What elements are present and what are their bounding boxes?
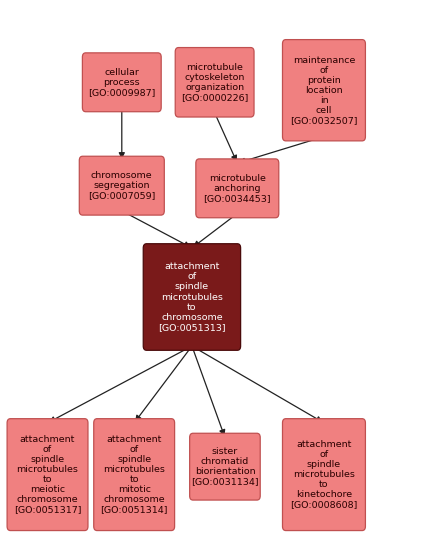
- FancyBboxPatch shape: [282, 39, 365, 141]
- Text: microtubule
anchoring
[GO:0034453]: microtubule anchoring [GO:0034453]: [203, 174, 271, 203]
- Text: microtubule
cytoskeleton
organization
[GO:0000226]: microtubule cytoskeleton organization [G…: [181, 63, 248, 102]
- FancyBboxPatch shape: [83, 53, 161, 111]
- FancyBboxPatch shape: [7, 419, 88, 531]
- Text: sister
chromatid
biorientation
[GO:0031134]: sister chromatid biorientation [GO:00311…: [191, 447, 259, 486]
- FancyBboxPatch shape: [175, 48, 254, 117]
- FancyBboxPatch shape: [190, 433, 260, 500]
- FancyBboxPatch shape: [143, 244, 241, 350]
- Text: attachment
of
spindle
microtubules
to
meiotic
chromosome
[GO:0051317]: attachment of spindle microtubules to me…: [14, 435, 81, 514]
- FancyBboxPatch shape: [282, 419, 365, 531]
- Text: cellular
process
[GO:0009987]: cellular process [GO:0009987]: [88, 68, 155, 97]
- FancyBboxPatch shape: [196, 159, 279, 217]
- Text: maintenance
of
protein
location
in
cell
[GO:0032507]: maintenance of protein location in cell …: [290, 56, 358, 125]
- Text: attachment
of
spindle
microtubules
to
mitotic
chromosome
[GO:0051314]: attachment of spindle microtubules to mi…: [101, 435, 168, 514]
- Text: attachment
of
spindle
microtubules
to
chromosome
[GO:0051313]: attachment of spindle microtubules to ch…: [158, 262, 226, 332]
- Text: attachment
of
spindle
microtubules
to
kinetochore
[GO:0008608]: attachment of spindle microtubules to ki…: [290, 440, 358, 509]
- Text: chromosome
segregation
[GO:0007059]: chromosome segregation [GO:0007059]: [88, 171, 155, 200]
- FancyBboxPatch shape: [94, 419, 175, 531]
- FancyBboxPatch shape: [79, 156, 164, 215]
